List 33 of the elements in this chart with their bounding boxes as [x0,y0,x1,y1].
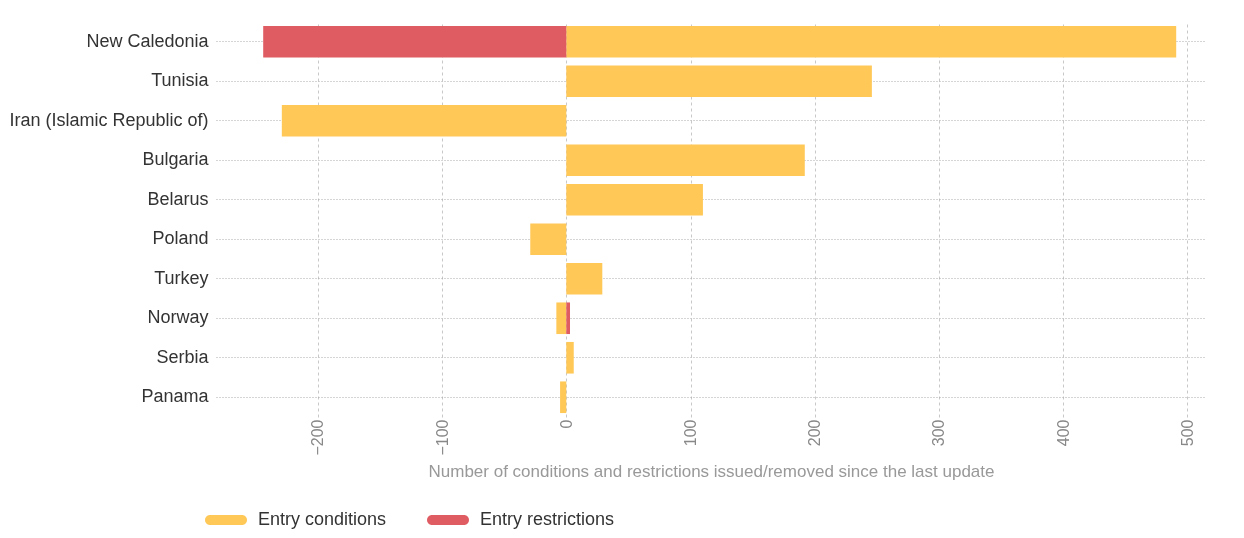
bar [530,223,567,256]
y-tick-label: Tunisia [151,70,210,91]
legend-label: Entry restrictions [480,509,615,529]
x-axis-title: Number of conditions and restrictions issued/removed since the last update [428,461,995,481]
x-tick-label: 400 [1054,419,1072,447]
bar [263,25,567,58]
y-tick-label: Belarus [147,188,209,209]
y-tick-label: Panama [141,386,210,407]
bar [566,262,603,295]
bar [556,302,567,335]
x-tick-label: 500 [1178,419,1196,447]
y-tick-label: New Caledonia [86,30,210,51]
y-tick-label: Poland [152,228,209,249]
x-tick-label: 0 [557,419,575,429]
y-tick-label: Turkey [154,267,209,288]
x-tick-label: 100 [682,419,699,447]
bar [566,25,1177,58]
y-tick-label: Serbia [156,346,210,367]
bar [566,341,574,374]
x-tick-label: −100 [433,419,451,456]
x-tick-label: 300 [930,419,948,447]
bar [560,381,567,414]
bar [566,65,872,98]
y-tick-label: Norway [147,307,209,328]
bar [566,302,571,335]
bar [566,144,805,177]
y-tick-label: Iran (Islamic Republic of) [9,109,209,130]
x-tick-label: −200 [309,419,327,456]
bar [281,104,567,137]
legend-label: Entry conditions [258,509,387,529]
bar [566,183,703,216]
x-tick-label: 200 [806,419,824,447]
y-tick-label: Bulgaria [142,149,210,170]
